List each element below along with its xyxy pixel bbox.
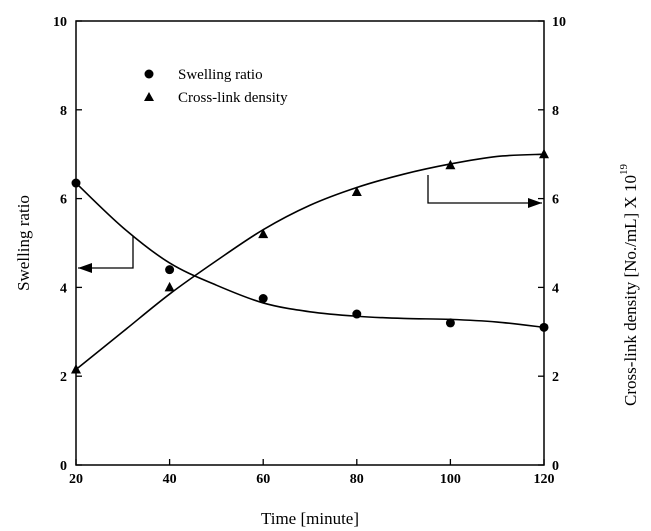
x-tick-label: 40 [163,472,177,487]
swelling-point [71,178,81,188]
right-y-tick-label: 10 [552,15,566,30]
crosslink-point [258,228,269,239]
crosslink-point [445,159,456,170]
legend: Swelling ratio Cross-link density [144,67,288,106]
right-y-axis-title-base: Cross-link density [No./mL] X 10 [621,175,640,406]
fit-curves [75,153,545,371]
crosslink-point [351,186,362,196]
swelling-point [352,309,362,319]
plot-frame [75,20,545,466]
left-y-tick-label: 8 [60,104,67,119]
left-arrow-bracket [78,236,134,269]
left-y-tick-label: 2 [60,370,67,385]
x-tick-label: 100 [440,472,461,487]
annotation-arrows [78,175,542,273]
swelling-point [258,294,268,303]
legend-swelling-label: Swelling ratio [178,67,263,83]
right-arrow-bracket [427,175,542,204]
x-tick-label: 120 [534,472,555,487]
x-tick-label: 80 [350,472,364,487]
left-arrowhead [78,263,92,273]
crosslink-point [71,364,81,374]
data-points [71,148,549,374]
fit-curve-crosslink [75,153,545,371]
left-y-tick-label: 0 [60,459,67,474]
legend-crosslink-label: Cross-link density [178,90,288,106]
swelling-point [539,322,549,332]
swelling-point [445,318,455,328]
right-y-tick-label: 0 [552,459,559,474]
right-y-axis-ticks: 0 2 4 6 8 10 [538,15,566,474]
legend-swelling-marker [144,69,154,79]
legend-crosslink-marker [144,92,154,101]
right-y-tick-label: 2 [552,370,559,385]
left-y-tick-label: 10 [53,15,67,30]
left-y-tick-label: 4 [60,281,67,296]
x-tick-label: 20 [69,472,83,487]
swelling-point [165,265,175,275]
left-y-axis-title: Swelling ratio [14,195,33,291]
left-y-axis-ticks: 0 2 4 6 8 10 [53,15,82,474]
x-axis-ticks: 20 40 60 80 100 120 [69,459,555,487]
right-y-axis-title: Cross-link density [No./mL] X 1019 [618,164,640,406]
x-tick-label: 60 [256,472,270,487]
right-arrowhead [528,198,542,208]
right-y-axis-title-exponent: 19 [618,164,630,176]
crosslink-point [164,281,175,292]
left-y-tick-label: 6 [60,193,67,208]
crosslink-point [539,148,549,159]
fit-curve-swelling [75,182,545,329]
right-y-tick-label: 8 [552,104,559,119]
x-axis-title: Time [minute] [261,509,359,528]
right-y-tick-label: 6 [552,193,559,208]
right-y-tick-label: 4 [552,281,559,296]
